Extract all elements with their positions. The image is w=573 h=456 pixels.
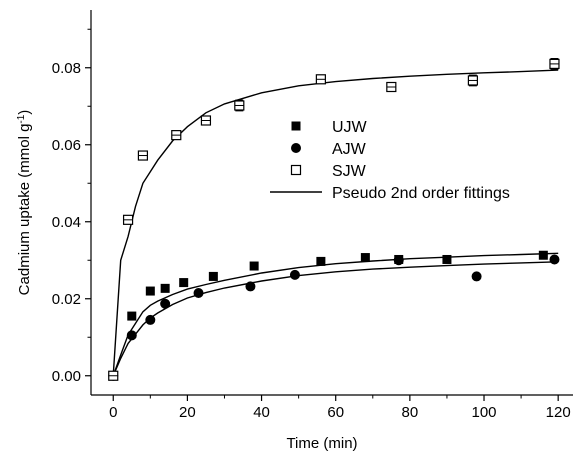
x-tick-label: 0 bbox=[109, 404, 117, 421]
x-tick-label: 20 bbox=[179, 404, 196, 421]
ujw-point bbox=[145, 286, 155, 296]
ajw-point bbox=[145, 314, 156, 325]
y-tick-label: 0.08 bbox=[52, 60, 81, 77]
legend-label-ajw: AJW bbox=[332, 141, 367, 158]
ujw-point bbox=[316, 256, 326, 266]
ajw-point bbox=[549, 254, 560, 265]
ajw-point bbox=[245, 281, 256, 292]
ujw-point bbox=[360, 253, 370, 263]
fit-line bbox=[112, 261, 559, 377]
ujw-point bbox=[208, 271, 218, 281]
ujw-point bbox=[160, 283, 170, 293]
legend-marker-ajw bbox=[291, 143, 301, 153]
legend-label-ujw: UJW bbox=[332, 119, 368, 136]
ajw-point bbox=[471, 271, 482, 282]
x-axis-title: Time (min) bbox=[286, 435, 357, 452]
axes: 0 20 40 60 80 100 120 0.00 0.02 0.04 0.06 0.08 bbox=[52, 10, 573, 421]
legend-marker-sjw bbox=[290, 164, 302, 176]
x-tick-label: 40 bbox=[253, 404, 270, 421]
x-tick-label: 60 bbox=[327, 404, 344, 421]
ajw-point bbox=[393, 255, 404, 266]
fit-lines bbox=[112, 69, 559, 377]
ujw-point bbox=[127, 311, 137, 321]
ajw-point bbox=[193, 287, 204, 298]
y-tick-label: 0.02 bbox=[52, 291, 81, 308]
y-tick-label: 0.00 bbox=[52, 368, 81, 385]
y-axis-title: Cadmium uptake (mmol g-1) bbox=[16, 110, 34, 296]
y-tick-label: 0.06 bbox=[52, 137, 81, 154]
ujw-point bbox=[249, 261, 259, 271]
legend: UJW AJW SJW Pseudo 2nd order fittings bbox=[270, 119, 510, 202]
y-tick-label: 0.04 bbox=[52, 214, 81, 231]
x-tick-label: 120 bbox=[546, 404, 571, 421]
y-axis-title-main: Cadmium uptake (mmol g bbox=[16, 124, 33, 296]
data-points bbox=[108, 58, 560, 381]
legend-label-sjw: SJW bbox=[332, 163, 367, 180]
ajw-point bbox=[126, 330, 137, 341]
legend-marker-ujw bbox=[291, 121, 301, 131]
y-axis-title-sup: -1 bbox=[16, 114, 27, 123]
ajw-point bbox=[160, 298, 171, 309]
x-tick-label: 100 bbox=[471, 404, 496, 421]
ajw-point bbox=[289, 269, 300, 280]
ujw-point bbox=[179, 278, 189, 288]
ujw-point bbox=[442, 254, 452, 264]
x-tick-label: 80 bbox=[402, 404, 419, 421]
y-axis-title-close: ) bbox=[16, 110, 33, 115]
fit-line bbox=[112, 69, 559, 376]
ujw-point bbox=[538, 250, 548, 260]
legend-label-pseudo-2nd-order-fittings: Pseudo 2nd order fittings bbox=[332, 185, 510, 202]
fit-line bbox=[112, 252, 559, 377]
